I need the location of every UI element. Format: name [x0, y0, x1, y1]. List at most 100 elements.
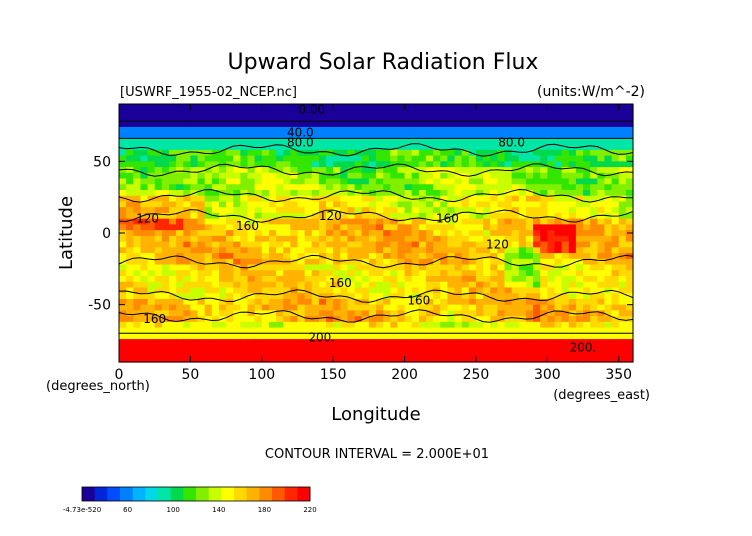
heatmap-cell — [333, 115, 341, 122]
heatmap-cell — [247, 316, 256, 323]
heatmap-cell — [511, 172, 520, 180]
heatmap-cell — [168, 161, 177, 168]
heatmap-cell — [590, 298, 598, 306]
heatmap-cell — [211, 207, 220, 214]
heatmap-cell — [418, 333, 427, 340]
heatmap-cell — [397, 155, 406, 162]
heatmap-cell — [268, 310, 277, 317]
heatmap-cell — [404, 155, 413, 162]
heatmap-cell — [354, 310, 363, 317]
heatmap-cell — [204, 270, 213, 277]
heatmap-cell — [311, 356, 320, 363]
heatmap-cell — [290, 167, 299, 174]
heatmap-cell — [211, 132, 220, 139]
heatmap-cell — [183, 253, 191, 260]
heatmap-cell — [625, 109, 634, 117]
heatmap-cell — [340, 276, 349, 283]
heatmap-cell — [183, 184, 191, 191]
heatmap-cell — [276, 144, 284, 151]
heatmap-cell — [268, 172, 277, 180]
heatmap-cell — [347, 276, 356, 283]
heatmap-cell — [304, 287, 313, 294]
heatmap-cell — [625, 316, 634, 323]
heatmap-cell — [383, 109, 391, 117]
heatmap-cell — [376, 241, 384, 248]
heatmap-cell — [290, 264, 299, 271]
heatmap-cell — [440, 281, 448, 289]
heatmap-cell — [326, 132, 334, 139]
heatmap-cell — [119, 178, 127, 185]
heatmap-cell — [304, 356, 313, 363]
heatmap-cell — [340, 304, 349, 311]
heatmap-cell — [611, 298, 620, 306]
heatmap-cell — [140, 327, 149, 334]
heatmap-cell — [397, 212, 406, 220]
heatmap-cell — [504, 247, 513, 254]
heatmap-cell — [283, 126, 291, 134]
heatmap-cell — [161, 281, 170, 289]
heatmap-cell — [283, 184, 291, 191]
colorbar-tick-label: 60 — [123, 506, 132, 514]
heatmap-cell — [176, 109, 184, 117]
heatmap-cell — [147, 144, 156, 151]
contour-label: 160 — [236, 219, 259, 233]
heatmap-cell — [547, 247, 556, 254]
heatmap-cell — [561, 298, 570, 306]
heatmap-cell — [190, 241, 199, 248]
heatmap-cell — [276, 207, 284, 214]
heatmap-cell — [568, 281, 577, 289]
heatmap-cell — [126, 298, 134, 306]
heatmap-cell — [418, 161, 427, 168]
heatmap-cell — [497, 178, 506, 185]
heatmap-cell — [490, 212, 498, 220]
heatmap-cell — [511, 264, 520, 271]
heatmap-cell — [618, 207, 627, 214]
heatmap-cell — [547, 195, 556, 203]
heatmap-cell — [218, 230, 227, 237]
heatmap-cell — [226, 316, 234, 323]
heatmap-cell — [168, 109, 177, 117]
heatmap-cell — [547, 161, 556, 168]
heatmap-cell — [376, 207, 384, 214]
heatmap-cell — [490, 144, 498, 151]
heatmap-cell — [297, 344, 306, 352]
heatmap-cell — [468, 293, 477, 300]
heatmap-cell — [518, 195, 527, 203]
heatmap-cell — [454, 178, 463, 185]
heatmap-cell — [147, 356, 156, 363]
heatmap-cell — [504, 126, 513, 134]
heatmap-cell — [211, 241, 220, 248]
heatmap-cell — [468, 327, 477, 334]
heatmap-cell — [618, 149, 627, 157]
heatmap-cell — [554, 201, 563, 208]
heatmap-cell — [383, 356, 391, 363]
heatmap-cell — [254, 264, 263, 271]
heatmap-cell — [197, 132, 206, 139]
heatmap-cell — [290, 178, 299, 185]
heatmap-cell — [283, 316, 291, 323]
heatmap-cell — [290, 247, 299, 254]
heatmap-cell — [461, 132, 470, 139]
heatmap-cell — [575, 327, 584, 334]
heatmap-cell — [218, 304, 227, 311]
heatmap-cell — [276, 178, 284, 185]
heatmap-cell — [211, 115, 220, 122]
heatmap-cell — [218, 178, 227, 185]
heatmap-cell — [161, 253, 170, 260]
heatmap-cell — [604, 132, 613, 139]
heatmap-cell — [190, 230, 199, 237]
heatmap-cell — [233, 167, 241, 174]
heatmap-cell — [290, 149, 299, 157]
heatmap-cell — [218, 207, 227, 214]
heatmap-cell — [176, 327, 184, 334]
heatmap-cell — [361, 195, 370, 203]
heatmap-cell — [147, 304, 156, 311]
heatmap-cell — [425, 339, 434, 346]
heatmap-cell — [483, 298, 491, 306]
heatmap-cell — [361, 218, 370, 225]
heatmap-cell — [511, 321, 520, 329]
heatmap-cell — [340, 230, 349, 237]
heatmap-cell — [204, 298, 213, 306]
heatmap-cell — [140, 339, 149, 346]
heatmap-cell — [561, 218, 570, 225]
